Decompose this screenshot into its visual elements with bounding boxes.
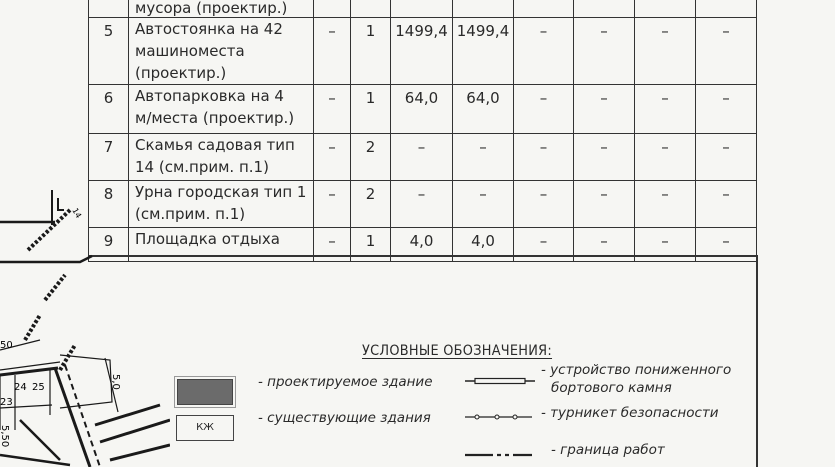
map-label: 5,50: [0, 425, 10, 447]
table-cell: [513, 0, 574, 18]
legend-label: - граница работ: [551, 442, 665, 458]
existing-building-symbol: КЖ: [176, 415, 234, 441]
row-number: 5: [88, 17, 129, 85]
cell-c4: 1: [350, 84, 391, 134]
row-number: 8: [88, 180, 129, 228]
map-label: 5,0: [110, 374, 121, 390]
row-number: [88, 0, 129, 18]
cell-c5: –: [390, 180, 453, 228]
row-name: Автостоянка на 42 машиноместа (проектир.): [128, 17, 314, 85]
row-name-line: Площадка отдыха: [135, 230, 280, 248]
table-row: 8 Урна городская тип 1 (см.прим. п.1) –2– – –…: [88, 180, 757, 228]
cell-c9: –: [634, 133, 696, 181]
row-name-line: машиноместа: [135, 42, 245, 60]
turnstile-symbol: [465, 414, 532, 420]
table-cell: [350, 0, 391, 18]
row-name-line: м/места (проектир.): [135, 109, 295, 127]
legend-label: - проектируемое здание: [258, 374, 433, 390]
legend-title: УСЛОВНЫЕ ОБОЗНАЧЕНИЯ:: [362, 343, 553, 359]
legend-label: - существующие здания: [258, 410, 431, 426]
cell-c8: –: [573, 17, 635, 85]
table-cell: [634, 0, 696, 18]
map-label: 14: [70, 207, 83, 220]
cell-c10: –: [695, 84, 757, 134]
cell-c6: –: [452, 180, 514, 228]
cell-c3: –: [313, 17, 351, 85]
cell-c9: –: [634, 17, 696, 85]
legend-symbols: [465, 377, 535, 457]
projected-building-symbol: [174, 376, 236, 408]
table-cell: [313, 0, 351, 18]
cell-c3: –: [313, 84, 351, 134]
table-row: 7 Скамья садовая тип 14 (см.прим. п.1) –2– –…: [88, 133, 757, 181]
legend-label: - устройство пониженного бортового камня: [541, 361, 731, 397]
site-plan-drawing: 50 24 25 23 5,0 5,50 14: [0, 190, 170, 467]
table-cell: [452, 0, 514, 18]
table-row: 6 Автопарковка на 4 м/места (проектир.) –1 6…: [88, 84, 757, 134]
row-name-line: (см.прим. п.1): [135, 205, 246, 223]
table-row: мусора (проектир.): [88, 0, 757, 18]
table-cell: [695, 0, 757, 18]
cell-c10: –: [695, 180, 757, 228]
row-name-line: Скамья садовая тип: [135, 136, 295, 154]
cell-c10: –: [695, 133, 757, 181]
table-cell: [390, 0, 453, 18]
lowered-curb-symbol: [465, 377, 535, 385]
cell-c4: 2: [350, 180, 391, 228]
table-cell: [573, 0, 635, 18]
legend-label-line: бортового камня: [551, 380, 672, 396]
row-name-line: Урна городская тип 1: [135, 183, 307, 201]
cell-c3: –: [313, 180, 351, 228]
cell-c7: –: [513, 84, 574, 134]
row-name-line: (проектир.): [135, 64, 227, 82]
map-label: 25: [32, 382, 45, 393]
cell-c9: –: [634, 180, 696, 228]
frame-line: [88, 255, 757, 257]
specification-table: мусора (проектир.) 5 Автостоянка на 42 маш…: [88, 0, 757, 262]
row-name: мусора (проектир.): [128, 0, 314, 18]
cell-c10: –: [695, 17, 757, 85]
cell-c8: –: [573, 133, 635, 181]
row-name-line: Автостоянка на 42: [135, 20, 283, 38]
cell-c6: 1499,4: [452, 17, 514, 85]
cell-c7: –: [513, 133, 574, 181]
cell-c8: –: [573, 84, 635, 134]
table-row: 5 Автостоянка на 42 машиноместа (проектир.)…: [88, 17, 757, 85]
cell-c5: 64,0: [390, 84, 453, 134]
cell-c7: –: [513, 17, 574, 85]
map-label: 50: [0, 340, 13, 351]
row-name: Автопарковка на 4 м/места (проектир.): [128, 84, 314, 134]
map-label: 23: [0, 397, 13, 408]
cell-c5: –: [390, 133, 453, 181]
legend-label: - турникет безопасности: [541, 405, 719, 421]
cell-c7: –: [513, 180, 574, 228]
row-name-line: 14 (см.прим. п.1): [135, 158, 269, 176]
cell-c3: –: [313, 133, 351, 181]
cell-c4: 2: [350, 133, 391, 181]
cell-c5: 1499,4: [390, 17, 453, 85]
legend-label-line: - устройство пониженного: [541, 362, 732, 378]
row-number: 7: [88, 133, 129, 181]
cell-c8: –: [573, 180, 635, 228]
cell-c6: –: [452, 133, 514, 181]
cell-c4: 1: [350, 17, 391, 85]
frame-line: [756, 255, 758, 467]
row-name: Скамья садовая тип 14 (см.прим. п.1): [128, 133, 314, 181]
cell-c9: –: [634, 84, 696, 134]
table-row: 9 Площадка отдыха –1 4,0 4,0– – – –: [88, 227, 757, 262]
row-name-line: Автопарковка на 4: [135, 87, 284, 105]
map-label: 24: [14, 382, 27, 393]
cell-c6: 64,0: [452, 84, 514, 134]
row-number: 6: [88, 84, 129, 134]
